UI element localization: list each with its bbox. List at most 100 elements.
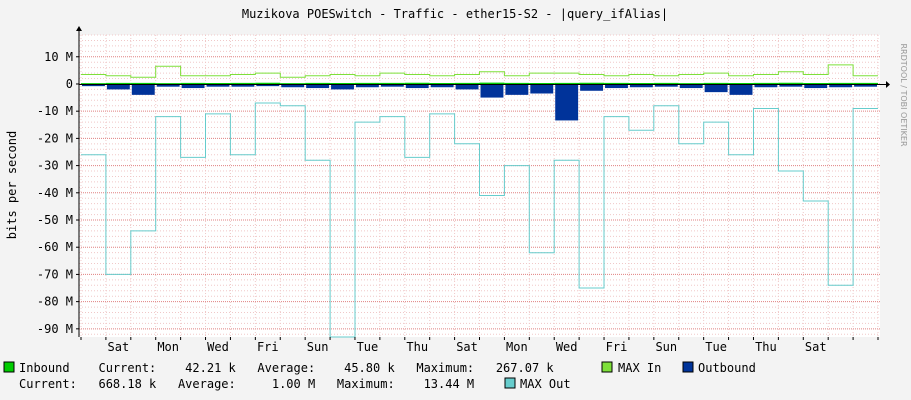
outbound-bar	[729, 83, 753, 95]
outbound-bar	[555, 83, 579, 121]
legend-max-out: MAX Out	[520, 377, 571, 391]
outbound-bar	[455, 83, 479, 90]
y-tick-label: -10 M	[37, 104, 73, 118]
y-tick-label: -50 M	[37, 213, 73, 227]
y-tick-label: -60 M	[37, 240, 73, 254]
x-tick-label: Wed	[556, 340, 578, 354]
inbound-bar	[379, 82, 405, 84]
legend-inbound-stats: Inbound Current: 42.21 k Average: 45.80 …	[19, 361, 554, 375]
outbound-bar	[829, 83, 853, 88]
inbound-bar	[728, 83, 754, 85]
inbound-bar	[529, 83, 555, 85]
outbound-bar	[156, 83, 180, 87]
y-axis-label: bits per second	[5, 131, 19, 239]
legend-max-in: MAX In	[618, 361, 661, 375]
inbound-bar	[429, 83, 455, 85]
inbound-bar	[155, 83, 181, 85]
series-layer	[81, 64, 878, 338]
x-tick-label: Wed	[207, 340, 229, 354]
legend: Inbound Current: 42.21 k Average: 45.80 …	[3, 361, 756, 391]
legend-swatch-max-out	[504, 377, 516, 389]
outbound-bar	[231, 83, 255, 87]
y-tick-label: -80 M	[37, 295, 73, 309]
inbound-bar	[803, 83, 829, 85]
series-max-in-line	[81, 64, 878, 78]
rrdtool-watermark: RRDTOOL / TOBI OETIKER	[899, 43, 908, 146]
outbound-bar	[281, 83, 305, 88]
inbound-bar	[280, 83, 306, 85]
outbound-bar	[405, 83, 429, 89]
outbound-bar	[181, 83, 205, 89]
y-tick-label: -90 M	[37, 322, 73, 336]
legend-outbound: Outbound	[698, 361, 756, 375]
inbound-bar	[305, 82, 331, 84]
outbound-bar	[430, 83, 454, 88]
y-tick-label: -30 M	[37, 159, 73, 173]
outbound-bar	[331, 83, 354, 90]
outbound-bar	[106, 83, 130, 90]
outbound-bar	[654, 83, 678, 87]
outbound-bar	[480, 83, 504, 98]
inbound-bar	[753, 82, 779, 84]
x-tick-label: Sat	[108, 340, 130, 354]
x-tick-label: Tue	[705, 340, 727, 354]
inbound-bar	[828, 82, 854, 84]
outbound-bar	[679, 83, 703, 89]
x-tick-label: Fri	[606, 340, 628, 354]
outbound-bar	[804, 83, 828, 89]
inbound-bar	[230, 82, 256, 84]
inbound-bar	[628, 83, 654, 85]
inbound-bar	[354, 82, 380, 84]
x-tick-label: Mon	[506, 340, 528, 354]
outbound-bar	[256, 83, 280, 87]
inbound-bar	[404, 82, 430, 84]
x-tick-label: Sun	[307, 340, 329, 354]
inbound-bar	[454, 82, 480, 84]
outbound-bar	[779, 83, 803, 87]
outbound-bar	[505, 83, 529, 95]
inbound-bar	[853, 82, 878, 84]
chart-title: Muzikova POESwitch - Traffic - ether15-S…	[242, 7, 668, 21]
inbound-bar	[205, 83, 231, 85]
inbound-bar	[130, 82, 156, 84]
x-tick-label: Sat	[456, 340, 478, 354]
outbound-bar	[605, 83, 628, 89]
outbound-bar	[355, 83, 379, 88]
series-max-out-line	[81, 102, 878, 338]
legend-swatch-inbound	[3, 361, 15, 373]
inbound-bar	[330, 83, 355, 85]
outbound-bar	[380, 83, 404, 87]
x-tick-label: Thu	[755, 340, 777, 354]
inbound-bar	[105, 82, 131, 84]
inbound-bar	[653, 82, 679, 84]
y-axis-arrow	[76, 26, 82, 31]
inbound-bar	[778, 82, 804, 84]
legend-outbound-stats: Current: 668.18 k Average: 1.00 M Maximu…	[19, 377, 474, 391]
inbound-bar	[180, 82, 206, 84]
inbound-bar	[604, 82, 629, 84]
y-tick-label: -40 M	[37, 186, 73, 200]
inbound-bar	[579, 82, 605, 84]
outbound-bar	[704, 83, 728, 93]
axes	[76, 26, 890, 337]
y-tick-labels: 10 M 0 -10 M -20 M -30 M -40 M -50 M -60 M -70 M…	[37, 50, 79, 336]
legend-swatch-max-in	[601, 361, 613, 373]
inbound-bar	[703, 82, 729, 84]
inbound-bar	[504, 82, 530, 84]
inbound-bar	[255, 82, 281, 84]
x-tick-label: Thu	[406, 340, 428, 354]
outbound-bar	[206, 83, 230, 87]
y-tick-label: -70 M	[37, 267, 73, 281]
inbound-bar	[554, 82, 580, 84]
outbound-bar	[530, 83, 554, 94]
y-tick-label: 0	[66, 77, 73, 91]
y-tick-label: -20 M	[37, 131, 73, 145]
x-tick-label: Tue	[357, 340, 379, 354]
x-tick-label: Sat	[805, 340, 827, 354]
outbound-bar	[306, 83, 330, 89]
outbound-bar	[629, 83, 653, 88]
outbound-bar	[854, 83, 877, 87]
outbound-bar	[82, 83, 105, 87]
